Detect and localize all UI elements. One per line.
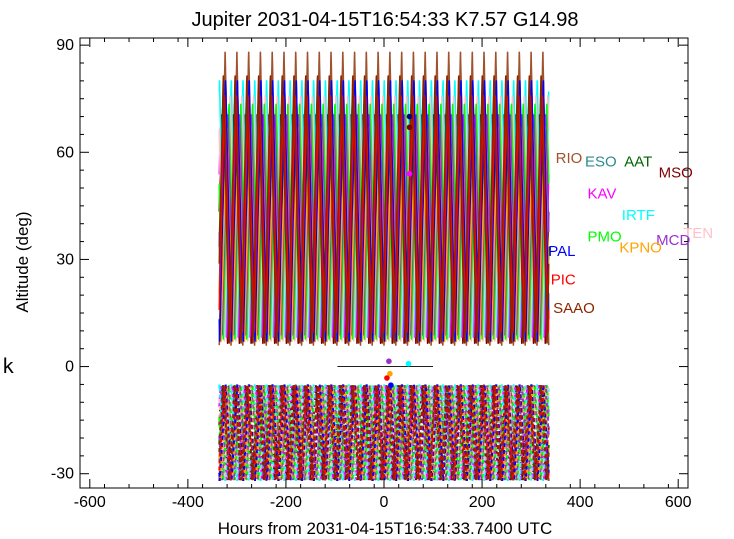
observatory-label-kpno: KPNO: [619, 239, 662, 256]
observatory-label-aat: AAT: [624, 154, 652, 171]
observatory-label-pic: PIC: [551, 271, 576, 288]
observatory-label-saao: SAAO: [553, 300, 595, 317]
series-below-horizon-mcd: [218, 385, 550, 481]
data-layer: [218, 51, 550, 481]
series-below-horizon-ten: [218, 385, 550, 480]
observatory-label-irtf: IRTF: [622, 207, 655, 224]
observatory-label-ten: TEN: [683, 225, 713, 242]
chart-title: Jupiter 2031-04-15T16:54:33 K7.57 G14.98: [192, 9, 579, 31]
series-line-saao: [218, 75, 550, 344]
axes: -600 -400 -200 0 200 400 600 -30 0 30 60 90: [51, 37, 692, 511]
series-below-horizon-pmo: [218, 385, 550, 481]
observatory-label-kav: KAV: [587, 186, 616, 203]
x-tick-label: 0: [380, 494, 389, 511]
stray-glyph: k: [2, 354, 15, 378]
y-tick-label: 30: [56, 251, 74, 268]
marker-point-2: [387, 370, 393, 377]
x-tick-label: 400: [567, 494, 594, 511]
series-below-horizon-pal: [218, 384, 550, 481]
series-below-horizon-irtf: [218, 384, 550, 481]
x-tick-label: -200: [270, 494, 302, 511]
y-tick-label: 90: [56, 37, 74, 54]
marker-point-4: [388, 382, 394, 388]
marker-point-0: [386, 358, 392, 365]
series-below-horizon-saao: [218, 385, 550, 481]
marker-layer: [384, 113, 413, 388]
observatory-label-eso: ESO: [585, 154, 617, 171]
marker-point-6: [406, 124, 413, 131]
y-tick-label: 0: [65, 359, 74, 376]
marker-point-3: [384, 375, 390, 381]
x-axis-label: Hours from 2031-04-15T16:54:33.7400 UTC: [218, 519, 553, 538]
x-tick-label: -600: [74, 494, 106, 511]
y-axis-label: Altitude (deg): [13, 211, 32, 312]
observatory-label-mso: MSO: [659, 164, 693, 181]
observatory-label-rio: RIO: [556, 150, 583, 167]
y-tick-label: 60: [56, 144, 74, 161]
series-line-pic: [218, 94, 550, 334]
observatory-label-pmo: PMO: [587, 229, 621, 246]
marker-point-7: [406, 170, 413, 177]
y-tick-label: -30: [51, 466, 74, 483]
x-tick-label: 600: [665, 494, 692, 511]
series-below-horizon-pic: [218, 385, 550, 480]
observatory-label-mcd: MCD: [656, 232, 690, 249]
x-tick-label: -400: [172, 494, 204, 511]
marker-point-5: [406, 113, 413, 120]
marker-point-1: [405, 360, 412, 367]
observatory-label-pal: PAL: [548, 243, 575, 260]
x-tick-label: 200: [469, 494, 496, 511]
